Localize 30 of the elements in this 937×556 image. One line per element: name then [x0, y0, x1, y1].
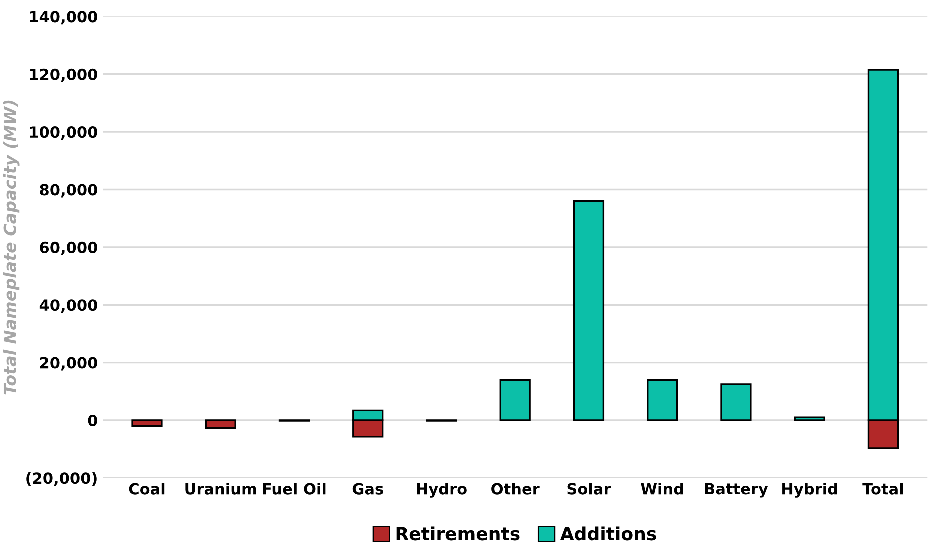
y-axis-title: Total Nameplate Capacity (MW): [3, 100, 20, 395]
bar: [794, 416, 826, 422]
x-tick-label: Uranium: [186, 483, 256, 495]
y-tick-label: (20,000): [26, 472, 97, 486]
x-tick-label: Other: [492, 483, 540, 495]
bar: [132, 420, 163, 428]
x-tick-label: Total: [862, 483, 904, 495]
legend-label: Retirements: [396, 526, 520, 541]
x-tick-label: Hybrid: [782, 483, 838, 498]
y-tick-label: 100,000: [30, 126, 98, 140]
y-tick-label: 20,000: [40, 357, 98, 371]
y-tick-label: 80,000: [40, 184, 98, 198]
bar: [500, 380, 531, 422]
y-tick-label: 120,000: [30, 68, 98, 82]
y-tick-label: 140,000: [30, 11, 98, 25]
x-tick-label: Solar: [568, 483, 612, 495]
bar: [720, 384, 752, 422]
bar: [573, 200, 605, 422]
y-tick-label: 0: [88, 414, 98, 426]
x-tick-label: Wind: [641, 483, 684, 495]
bar: [647, 380, 678, 422]
x-tick-label: Battery: [705, 483, 768, 498]
y-tick-label: 40,000: [40, 300, 98, 314]
bar: [205, 420, 236, 430]
x-tick-label: Coal: [129, 483, 165, 495]
x-tick-label: Hydro: [417, 483, 467, 498]
legend-label: Additions: [560, 526, 656, 541]
y-tick-label: 60,000: [40, 242, 98, 256]
x-tick-label: Gas: [352, 483, 384, 495]
x-tick-label: Fuel Oil: [263, 483, 326, 495]
